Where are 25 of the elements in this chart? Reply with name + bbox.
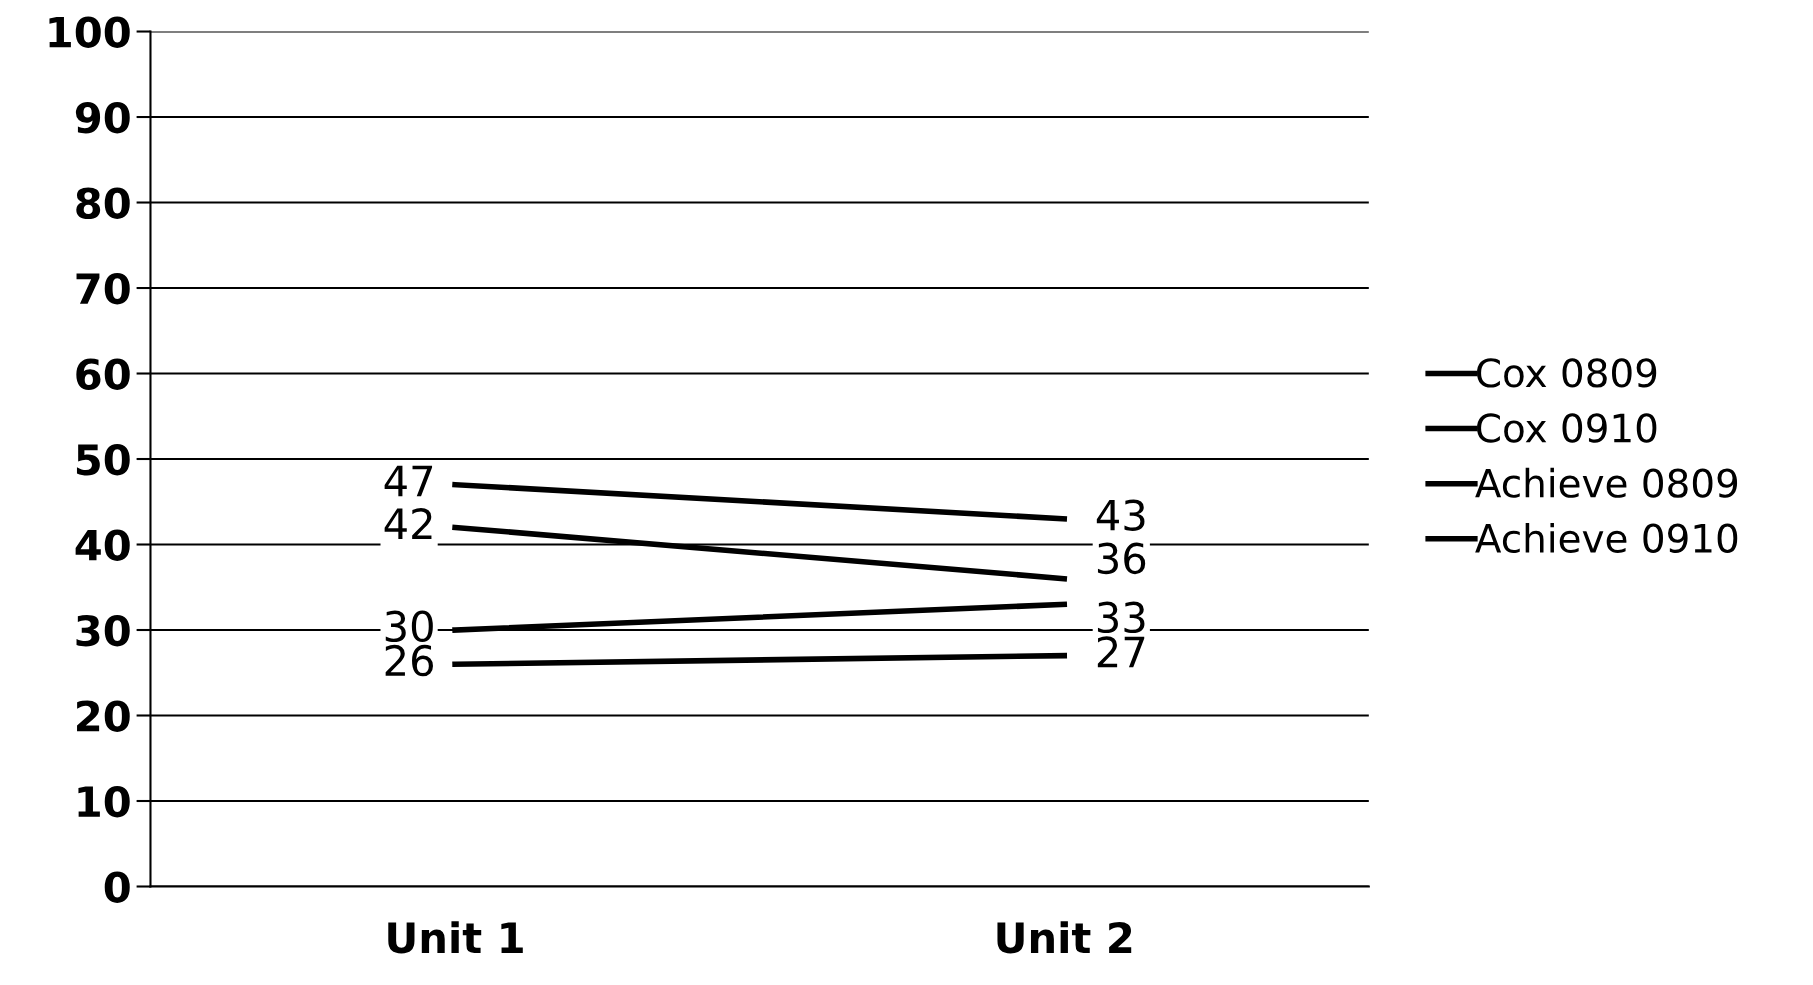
y-tick-label: 70 [76, 272, 130, 305]
y-tick-label: 10 [78, 785, 130, 818]
y-tick-label: 30 [76, 614, 130, 647]
legend-label: Cox 0809 [1477, 358, 1657, 388]
y-tick-label: 80 [76, 187, 130, 219]
x-tick-label: Unit 1 [388, 921, 523, 954]
data-label: 26 [385, 644, 433, 677]
data-label: 47 [384, 465, 433, 497]
legend-label: Achieve 0910 [1475, 522, 1738, 553]
y-tick-label: 50 [76, 443, 130, 476]
data-label: 36 [1097, 542, 1146, 575]
y-tick-label: 40 [75, 529, 130, 561]
data-label: 42 [384, 507, 432, 539]
data-label: 43 [1096, 499, 1145, 531]
x-tick-label: Unit 2 [997, 921, 1132, 954]
y-tick-label: 100 [49, 16, 130, 48]
y-tick-label: 90 [75, 101, 130, 134]
legend-label: Achieve 0809 [1475, 467, 1738, 498]
legend-label: Cox 0910 [1477, 413, 1657, 443]
data-label: 33 [1097, 601, 1145, 634]
y-tick-label: 0 [104, 871, 130, 903]
y-tick-label: 60 [76, 358, 130, 390]
data-label: 30 [385, 610, 433, 643]
data-label: 27 [1097, 636, 1145, 668]
y-tick-label: 20 [77, 700, 130, 732]
